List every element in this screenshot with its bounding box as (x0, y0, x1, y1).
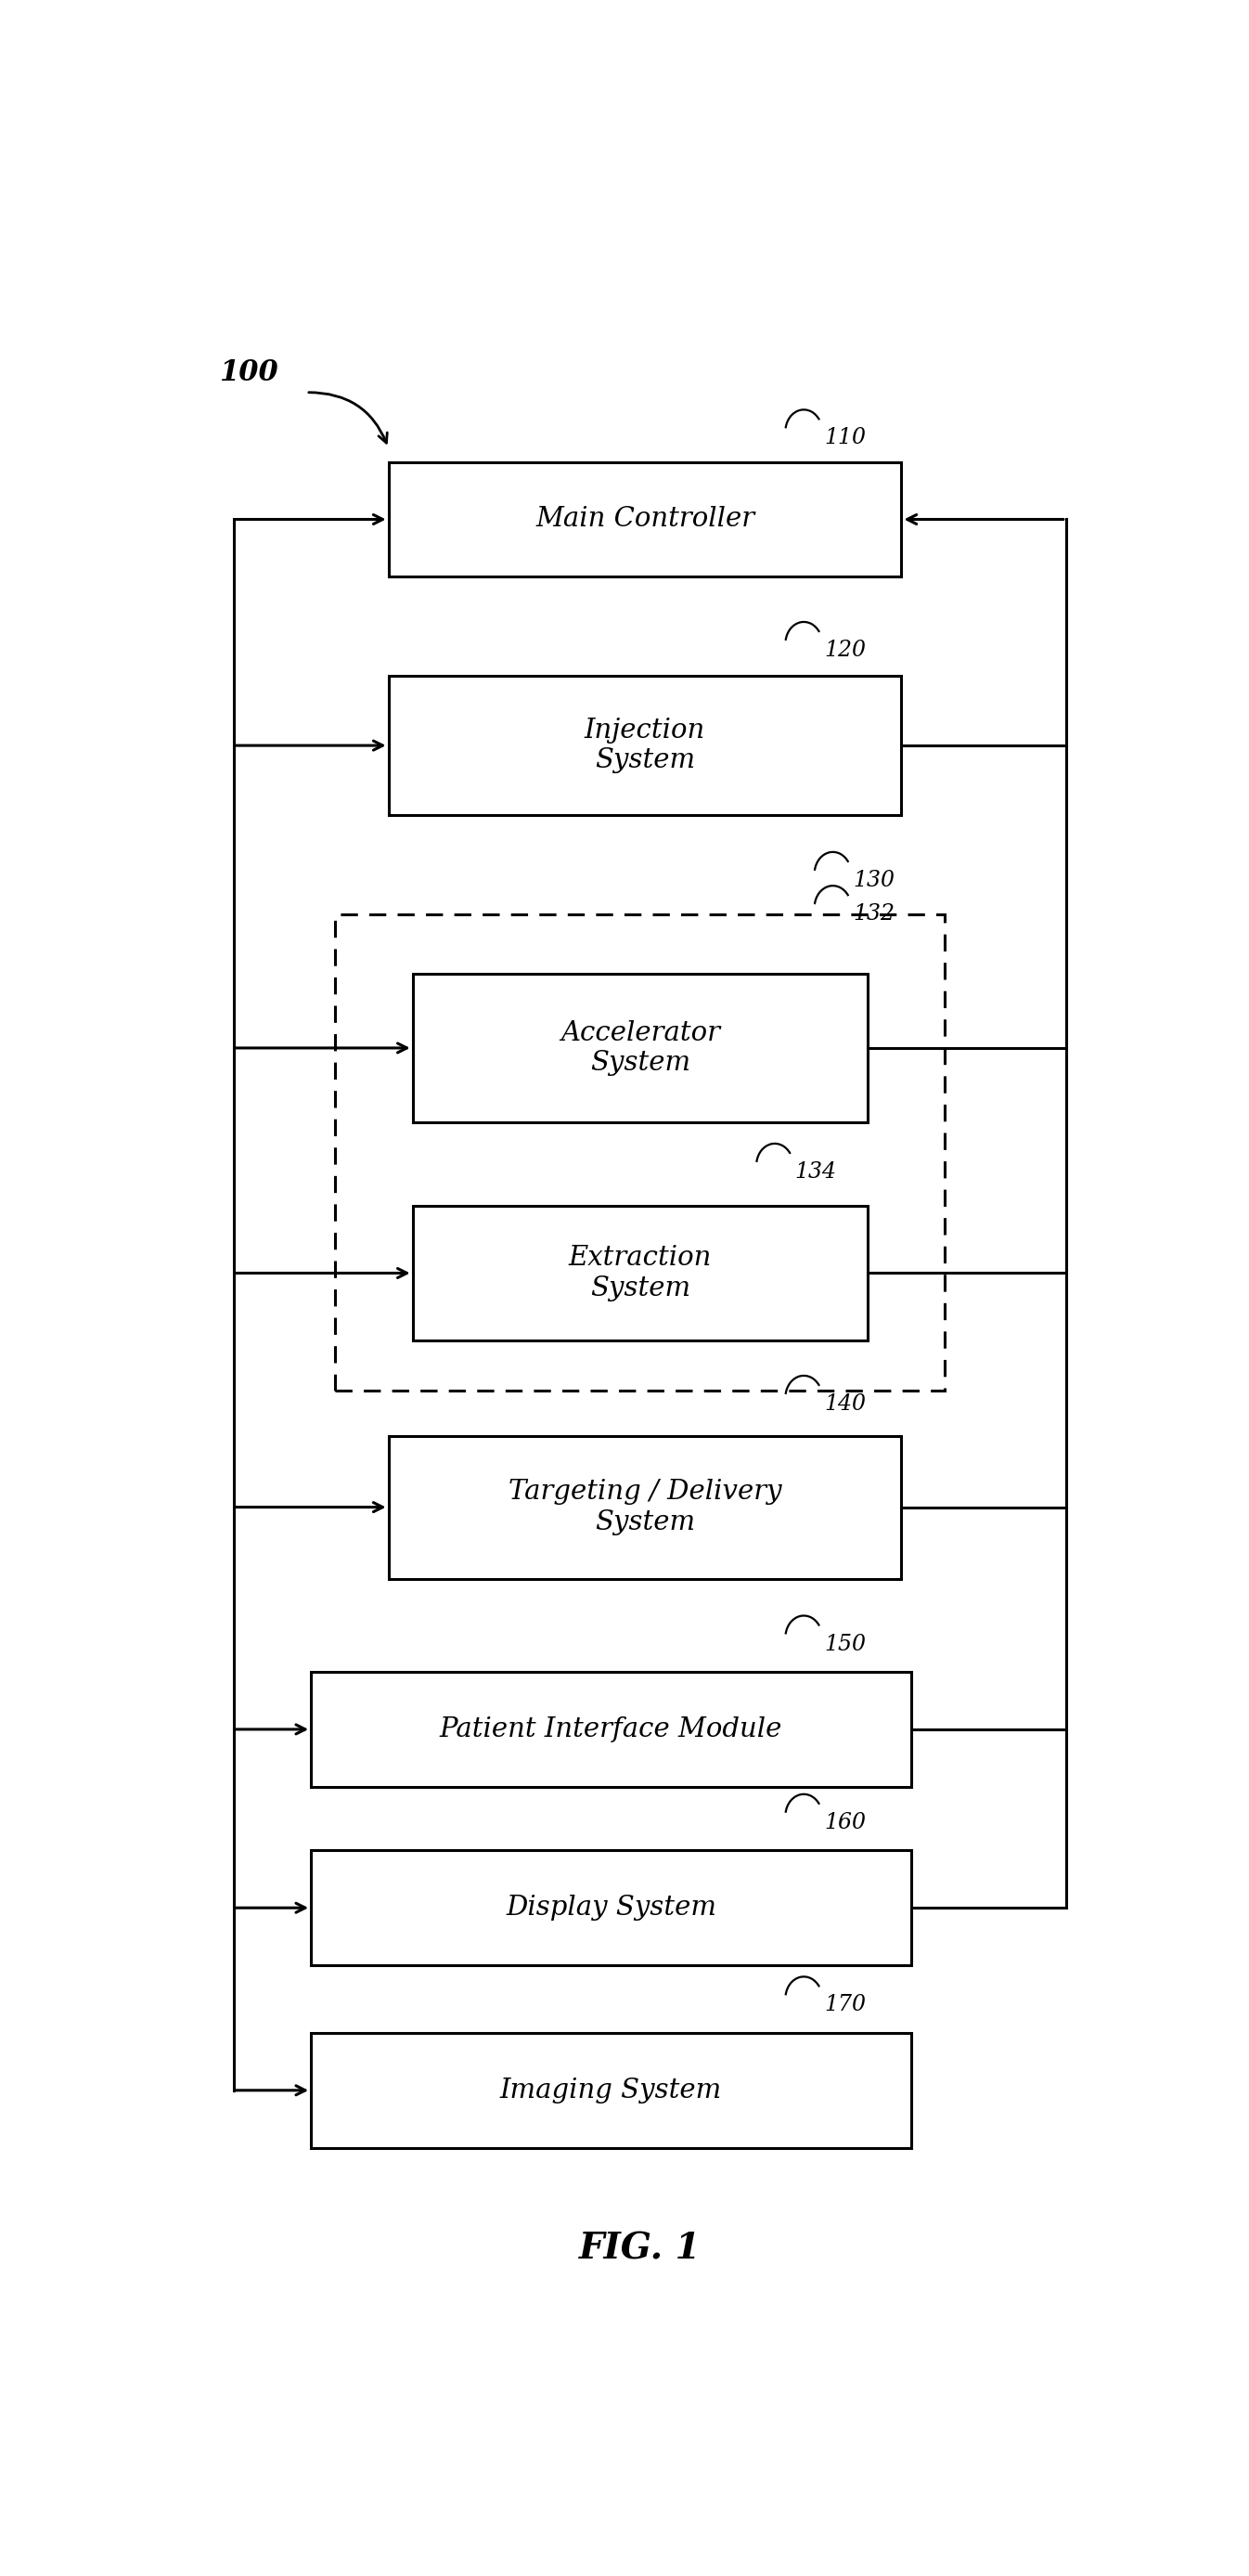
Text: 130: 130 (853, 871, 894, 891)
Bar (388, 1435, 902, 1579)
FancyArrowPatch shape (236, 515, 382, 523)
Text: Accelerator
System: Accelerator System (561, 1020, 719, 1077)
Text: Targeting / Delivery
System: Targeting / Delivery System (508, 1479, 782, 1535)
FancyArrowPatch shape (907, 515, 1063, 523)
Text: 110: 110 (824, 428, 866, 448)
Text: 170: 170 (824, 1994, 866, 2014)
FancyArrowPatch shape (236, 1502, 382, 1512)
Text: Patient Interface Module: Patient Interface Module (440, 1716, 782, 1741)
Bar (412, 1206, 868, 1340)
Bar (412, 974, 868, 1123)
Bar (335, 914, 945, 1391)
FancyArrowPatch shape (236, 742, 382, 750)
FancyArrowPatch shape (236, 1726, 305, 1734)
Text: Extraction
System: Extraction System (568, 1244, 712, 1301)
FancyArrowPatch shape (236, 1043, 407, 1054)
Text: FIG. 1: FIG. 1 (580, 2231, 701, 2267)
Text: Imaging System: Imaging System (500, 2076, 722, 2105)
FancyArrowPatch shape (236, 1904, 305, 1911)
Bar (388, 675, 902, 814)
Bar (311, 2032, 912, 2148)
Text: 150: 150 (824, 1633, 866, 1654)
Text: 132: 132 (853, 904, 894, 925)
Text: 134: 134 (794, 1162, 837, 1182)
Bar (311, 1850, 912, 1965)
FancyArrowPatch shape (236, 1267, 407, 1278)
Bar (311, 1672, 912, 1788)
Text: Injection
System: Injection System (585, 719, 706, 773)
Bar (388, 461, 902, 577)
Text: 140: 140 (824, 1394, 866, 1414)
Text: 100: 100 (219, 358, 279, 386)
Text: 120: 120 (824, 639, 866, 662)
FancyArrowPatch shape (309, 392, 387, 443)
Text: Main Controller: Main Controller (536, 507, 754, 533)
Text: 160: 160 (824, 1811, 866, 1834)
FancyArrowPatch shape (236, 2087, 305, 2094)
Text: Display System: Display System (506, 1896, 717, 1922)
